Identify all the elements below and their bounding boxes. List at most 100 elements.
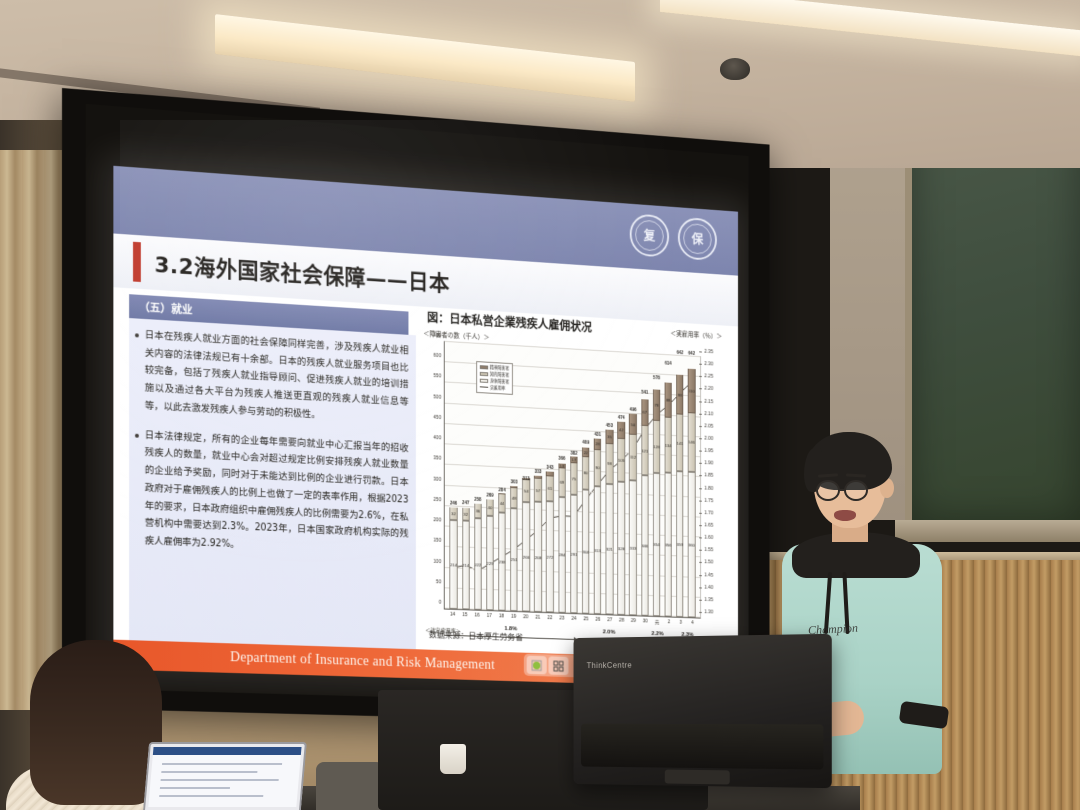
title-accent-bar: [133, 241, 141, 283]
bar-segment-intellectual: 98: [605, 443, 614, 484]
ceiling-light-secondary-icon: [660, 0, 1080, 57]
bar-column: 98 141 359 642: [674, 350, 686, 618]
bar-value-label: 22: [583, 449, 588, 455]
y-axis-tick: 650: [433, 332, 442, 339]
fudan-university-seal-icon: 复: [629, 213, 670, 258]
fudan-insurance-seal-icon: 保: [677, 216, 717, 262]
slide: 复 保 3.2海外国家社会保障——日本 （五）就业: [113, 165, 738, 688]
bullet-item: 日本法律规定，所有的企业每年需要向就业中心汇报当年的招收残疾人的数量，就业中心会…: [134, 426, 408, 560]
bar-total-label: 303: [510, 479, 518, 485]
bar-value-label: 141: [676, 440, 684, 446]
bar-value-label: 57: [535, 487, 541, 493]
bar-value-label: 44: [499, 500, 505, 506]
y-axis-tick: 350: [433, 455, 442, 462]
bar-segment-mental: 98: [676, 374, 684, 415]
x-axis-tick: 14: [450, 611, 456, 618]
legend-label: 身体障害者: [489, 378, 510, 385]
legend-label: 知的障害者: [489, 371, 510, 378]
y2-axis-tick: 2.05: [702, 423, 713, 429]
bar-value-label: 333: [629, 545, 637, 551]
bar-segment-mental: 110: [687, 368, 696, 414]
x-axis-tick: 2: [667, 619, 671, 626]
touchpad[interactable]: [664, 769, 730, 785]
podium-monitor[interactable]: ThinkCentre: [573, 633, 832, 789]
x-axis-tick: 18: [498, 613, 505, 620]
y-axis-tick: 50: [435, 579, 442, 586]
bar-segment-physical: 251: [510, 507, 518, 612]
y-axis-tick: 150: [433, 537, 442, 545]
bullet-text: 日本在残疾人就业方面的社会保障同样完善，涉及残疾人就业相关内容的法律法规已有十余…: [144, 329, 409, 421]
y2-axis-tick: 1.30: [702, 609, 713, 615]
bar-segment-physical: 360: [687, 471, 696, 618]
bar-value-label: 90: [595, 465, 600, 471]
bar-segment-physical: 291: [570, 494, 578, 614]
bullet-dot-icon: [134, 433, 139, 438]
bar-segment-intellectual: 146: [687, 412, 696, 473]
bar-value-label: 80: [583, 470, 588, 476]
keyboard[interactable]: [581, 723, 824, 770]
x-axis-tick: 28: [619, 617, 625, 624]
bar-value-label: 13: [559, 462, 565, 468]
monitor-brand-text: ThinkCentre: [586, 660, 633, 671]
seal-glyph-insurance: 保: [691, 231, 704, 247]
bar-column: 67 121 346 541: [639, 353, 651, 616]
bar-column: 61 272 343: [544, 348, 556, 613]
legend-swatch-icon: [480, 385, 488, 389]
bar-column: 110 146 360 642: [686, 351, 698, 618]
bar-segment-intellectual: 40: [486, 499, 494, 517]
chart-legend: 精神障害者 知的障害者 身体障害者 実雇用率: [476, 361, 513, 395]
bar-total-label: 409: [582, 439, 590, 445]
bar-total-label: 258: [474, 496, 482, 502]
laptop-screen: [148, 747, 302, 807]
legend-item: 実雇用率: [480, 384, 509, 391]
y2-axis-tick: 1.55: [702, 547, 713, 553]
bar-value-label: 251: [510, 556, 518, 563]
bar-value-label: 75: [571, 476, 577, 482]
bar-column: 35 98 321 453: [604, 351, 616, 615]
bar-value-label: 69: [559, 479, 565, 485]
bar-segment-physical: 238: [498, 512, 506, 611]
bar-segment-intellectual: 105: [617, 438, 626, 482]
bar-segment-intellectual: 112: [629, 434, 637, 481]
y2-axis-tick: 2.30: [702, 361, 713, 367]
y2-axis-tick: 2.35: [702, 349, 713, 355]
bar-segment-intellectual: 141: [676, 414, 684, 472]
bar-segment-mental: 78: [652, 388, 661, 421]
y-axis-tick: 550: [433, 373, 442, 380]
bar-total-label: 541: [641, 389, 649, 395]
y2-axis-tick: 1.45: [702, 572, 713, 578]
presenter: Champion: [765, 432, 978, 810]
y-axis-tick: 0: [438, 599, 442, 606]
bar-segment-physical: 321: [605, 483, 614, 615]
grid-slides-icon[interactable]: [548, 656, 569, 676]
bar-value-label: 36: [475, 507, 481, 513]
student-foreground: [6, 640, 190, 810]
screen-surface: 复 保 3.2海外国家社会保障——日本 （五）就业: [85, 103, 749, 707]
bar-segment-intellectual: 48: [510, 488, 518, 509]
x-axis-tick: 4: [691, 620, 694, 626]
bar-value-label: 78: [654, 401, 659, 407]
pen-color-icon[interactable]: [526, 655, 547, 675]
bar-value-label: 50: [630, 421, 636, 427]
x-axis-tick: 26: [595, 616, 601, 623]
legend-label: 実雇用率: [489, 384, 506, 391]
projector-screen: 复 保 3.2海外国家社会保障——日本 （五）就业: [62, 88, 770, 727]
bar-segment-physical: 266: [522, 502, 530, 612]
ceiling-light-icon: [215, 14, 635, 102]
bar-segment-intellectual: 75: [570, 463, 578, 495]
glasses-icon: [844, 480, 868, 501]
x-axis-tick: 17: [486, 612, 492, 619]
y2-axis-tick: 2.15: [702, 398, 713, 404]
cup: [440, 744, 466, 774]
y2-axis-tick: 1.80: [702, 485, 713, 491]
x-axis-tick: 25: [583, 616, 589, 623]
bar-value-label: 146: [688, 439, 695, 445]
student-laptop[interactable]: [143, 742, 307, 810]
bar-column: 88 134 356 614: [662, 355, 674, 617]
bar-segment-mental: 22: [581, 447, 590, 458]
bar-segment-intellectual: 36: [473, 503, 482, 519]
bar-segment-physical: 328: [617, 481, 626, 616]
bar-segment-physical: 268: [534, 501, 542, 613]
bar-value-label: 313: [594, 547, 601, 553]
y-axis-tick: 500: [433, 394, 442, 401]
